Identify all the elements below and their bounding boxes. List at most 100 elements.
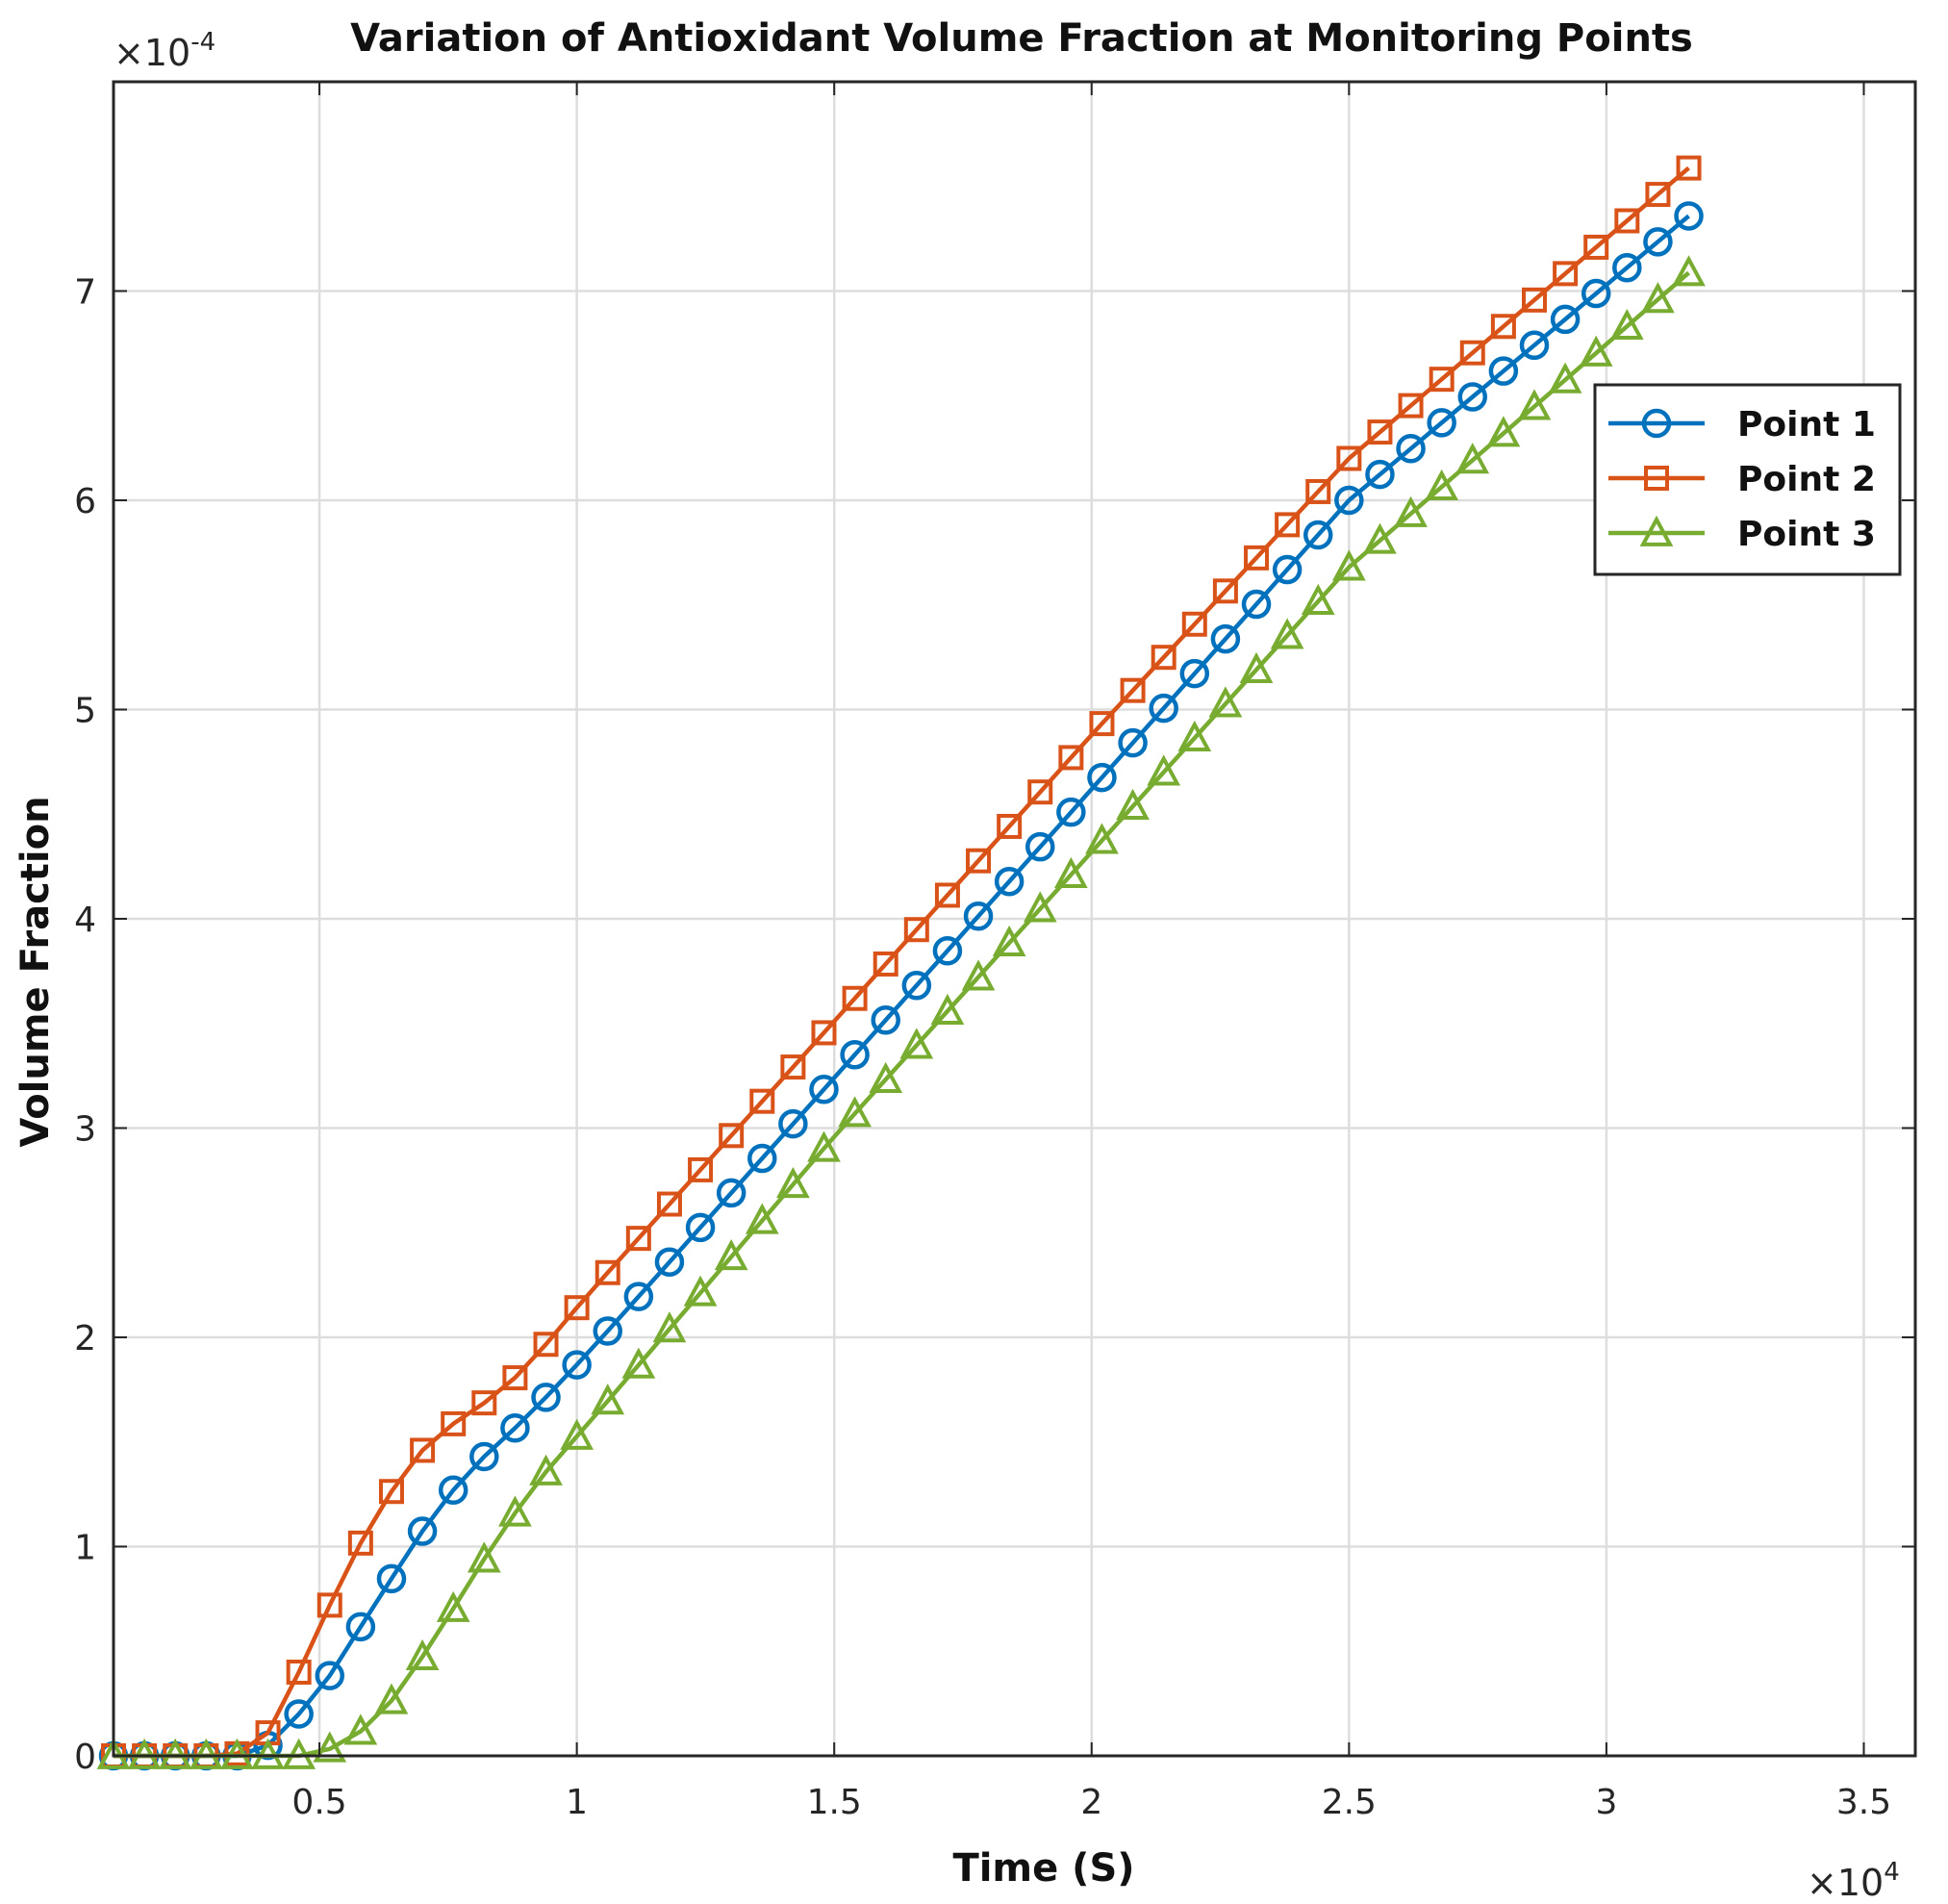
- legend-label: Point 2: [1737, 460, 1876, 499]
- data-point: [934, 882, 960, 908]
- data-point: [903, 917, 929, 943]
- data-point: [378, 1479, 404, 1505]
- data-point: [1210, 623, 1241, 654]
- data-point: [716, 1178, 746, 1208]
- data-point: [469, 1441, 499, 1472]
- y-axis-multiplier: ×10-4: [114, 28, 215, 74]
- y-tick-label: 0: [74, 1738, 96, 1777]
- data-point: [621, 1347, 656, 1379]
- data-point: [1151, 645, 1176, 671]
- data-point: [593, 1316, 622, 1346]
- data-point: [1089, 711, 1115, 737]
- data-point: [286, 1660, 312, 1685]
- data-point: [436, 1590, 470, 1622]
- data-point: [745, 1203, 779, 1234]
- data-point: [842, 985, 868, 1011]
- data-point: [1365, 459, 1395, 490]
- data-point: [997, 813, 1023, 839]
- data-point: [564, 1295, 590, 1321]
- data-point: [316, 1592, 342, 1618]
- x-tick-label: 3: [1595, 1783, 1617, 1822]
- data-point: [1058, 745, 1084, 771]
- series-3: [96, 255, 1706, 1769]
- data-point: [654, 1247, 685, 1277]
- data-point: [930, 993, 965, 1025]
- data-point: [560, 1418, 594, 1450]
- data-point: [345, 1612, 376, 1642]
- data-point: [778, 1108, 808, 1139]
- data-point: [376, 1563, 407, 1594]
- data-point: [533, 1332, 559, 1358]
- y-tick-label: 5: [74, 692, 96, 731]
- data-point: [1363, 522, 1397, 554]
- data-point: [410, 1437, 436, 1463]
- data-point: [1581, 278, 1611, 309]
- x-tick-label: 2: [1080, 1783, 1102, 1822]
- data-point: [502, 1365, 528, 1391]
- data-point: [966, 848, 992, 874]
- data-point: [747, 1143, 777, 1174]
- x-axis-title: Time (S): [952, 1846, 1134, 1891]
- data-point: [807, 1130, 841, 1162]
- data-point: [1643, 227, 1673, 257]
- data-point: [1116, 788, 1150, 820]
- data-point: [315, 1661, 345, 1690]
- data-point: [1147, 754, 1181, 786]
- data-point: [685, 1212, 716, 1243]
- data-point: [438, 1475, 468, 1506]
- data-point: [1521, 287, 1547, 313]
- data-point: [1367, 419, 1393, 445]
- data-point: [809, 1075, 839, 1104]
- legend-label: Point 3: [1737, 515, 1876, 554]
- ticks: 0.5 1 1.5 2 2.5 3 3.5 0 1 2 3 4 5 6 7: [74, 82, 1915, 1822]
- y-multiplier-base: ×10: [114, 32, 190, 74]
- data-point: [840, 1040, 870, 1070]
- data-point: [1553, 261, 1579, 287]
- y-tick-label: 4: [74, 901, 96, 940]
- y-multiplier-exponent: -4: [190, 28, 215, 57]
- data-point: [749, 1088, 775, 1114]
- data-point: [407, 1516, 438, 1546]
- data-point: [838, 1096, 872, 1128]
- data-point: [811, 1020, 837, 1046]
- x-tick-label: 0.5: [291, 1783, 346, 1822]
- data-point: [1027, 779, 1053, 805]
- data-point: [961, 959, 996, 991]
- data-point: [1517, 389, 1552, 420]
- data-point: [1676, 155, 1702, 181]
- data-point: [652, 1311, 687, 1343]
- data-point: [500, 1413, 530, 1443]
- data-point: [1120, 677, 1146, 703]
- data-point: [1087, 762, 1117, 793]
- data-point: [994, 866, 1025, 897]
- data-point: [1429, 367, 1455, 393]
- legend-item-3: Point 3: [1608, 515, 1876, 554]
- legend-marker: [1644, 466, 1669, 491]
- y-tick-label: 2: [74, 1319, 96, 1358]
- data-point: [1488, 356, 1519, 386]
- x-multiplier-exponent: 4: [1884, 1858, 1900, 1887]
- data-point: [873, 951, 898, 977]
- data-point: [1208, 686, 1243, 718]
- data-point: [992, 925, 1026, 956]
- data-point: [1272, 554, 1303, 585]
- data-point: [562, 1350, 592, 1380]
- series-2: [101, 155, 1702, 1768]
- y-tick-label: 3: [74, 1110, 96, 1150]
- x-axis-multiplier: ×104: [1807, 1858, 1900, 1904]
- data-point: [932, 935, 963, 966]
- data-point: [1025, 831, 1055, 862]
- data-point: [1548, 362, 1582, 393]
- data-point: [1425, 469, 1459, 501]
- data-point: [1583, 234, 1609, 260]
- data-point: [1457, 382, 1488, 412]
- data-point: [1394, 495, 1428, 527]
- data-point: [284, 1699, 314, 1729]
- data-point: [1645, 182, 1671, 208]
- data-point: [1672, 255, 1706, 287]
- data-point: [1396, 434, 1426, 464]
- data-point: [1550, 304, 1581, 335]
- data-point: [1305, 478, 1331, 504]
- data-point: [871, 1005, 900, 1035]
- data-point: [1455, 443, 1490, 474]
